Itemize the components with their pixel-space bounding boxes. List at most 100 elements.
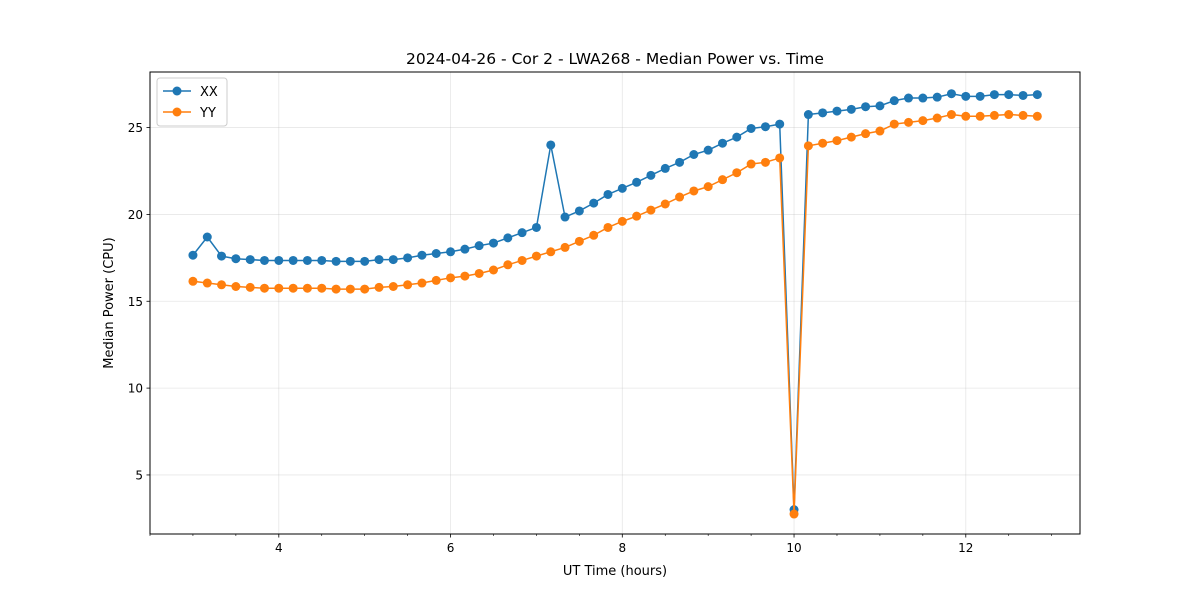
data-point-yy <box>317 283 327 293</box>
data-point-yy <box>589 230 599 240</box>
data-point-xx <box>775 119 785 129</box>
data-point-xx <box>718 138 728 148</box>
data-point-yy <box>574 236 584 246</box>
data-point-xx <box>589 198 599 208</box>
data-point-yy <box>403 280 413 290</box>
data-point-xx <box>603 189 613 199</box>
data-point-xx <box>875 101 885 111</box>
data-point-yy <box>703 182 713 192</box>
plot-frame <box>149 71 1081 535</box>
data-point-xx <box>488 238 498 248</box>
data-point-xx <box>832 106 842 116</box>
data-point-yy <box>932 113 942 123</box>
series-layer <box>188 89 1042 519</box>
data-point-xx <box>1018 90 1028 100</box>
data-point-xx <box>1004 90 1014 100</box>
x-tick-label: 8 <box>618 541 626 555</box>
data-point-xx <box>989 90 999 100</box>
data-point-yy <box>446 273 456 283</box>
data-point-xx <box>560 212 570 222</box>
data-point-xx <box>675 157 685 167</box>
data-point-xx <box>617 183 627 193</box>
data-point-yy <box>288 283 298 293</box>
data-point-xx <box>689 150 699 159</box>
chart-title: 2024-04-26 - Cor 2 - LWA268 - Median Pow… <box>406 50 824 68</box>
data-point-yy <box>775 153 785 163</box>
data-point-xx <box>531 222 541 232</box>
data-point-yy <box>846 132 856 142</box>
data-point-yy <box>861 129 871 139</box>
data-point-xx <box>417 250 427 260</box>
data-point-xx <box>503 233 513 243</box>
data-point-xx <box>660 163 670 173</box>
x-tick-label: 4 <box>275 541 283 555</box>
data-point-xx <box>217 251 227 261</box>
data-point-yy <box>718 175 728 185</box>
series-xx <box>188 89 1042 515</box>
data-point-yy <box>989 110 999 120</box>
x-tick-label: 10 <box>786 541 801 555</box>
legend: XX YY <box>156 77 228 127</box>
data-point-yy <box>675 192 685 202</box>
legend-marker-yy <box>172 107 182 117</box>
data-point-yy <box>789 509 799 519</box>
y-tick-label: 15 <box>128 295 143 309</box>
data-point-yy <box>360 284 370 294</box>
data-point-xx <box>188 250 198 260</box>
grid <box>150 72 1080 534</box>
data-point-yy <box>417 278 427 288</box>
data-point-yy <box>546 247 556 257</box>
data-point-yy <box>946 110 956 120</box>
data-point-xx <box>961 91 971 101</box>
data-point-yy <box>632 211 642 221</box>
data-point-yy <box>889 119 899 129</box>
data-point-xx <box>288 255 298 265</box>
legend-label-yy: YY <box>199 106 216 121</box>
data-point-xx <box>632 177 642 187</box>
data-point-xx <box>546 140 556 150</box>
data-point-yy <box>975 111 985 121</box>
data-point-yy <box>617 216 627 226</box>
y-tick-label: 25 <box>128 121 143 135</box>
data-point-yy <box>531 251 541 261</box>
x-tick-label: 12 <box>958 541 973 555</box>
data-point-yy <box>746 159 756 169</box>
data-point-xx <box>760 122 770 132</box>
legend-label-xx: XX <box>200 85 218 100</box>
data-point-yy <box>1018 110 1028 120</box>
data-point-xx <box>932 92 942 102</box>
data-point-yy <box>904 117 914 127</box>
data-point-yy <box>803 141 813 151</box>
data-point-xx <box>918 93 928 103</box>
data-point-yy <box>689 186 699 196</box>
data-point-yy <box>918 116 928 126</box>
data-point-xx <box>460 244 470 254</box>
data-point-yy <box>474 268 484 278</box>
data-point-yy <box>503 260 513 270</box>
data-point-xx <box>846 104 856 114</box>
y-tick-label: 20 <box>128 208 143 222</box>
data-point-yy <box>818 138 828 148</box>
data-point-xx <box>202 232 212 242</box>
data-point-yy <box>560 242 570 252</box>
data-point-yy <box>961 111 971 121</box>
data-point-yy <box>231 282 241 291</box>
data-point-yy <box>1032 111 1042 121</box>
data-point-xx <box>403 253 413 263</box>
data-point-xx <box>274 255 284 265</box>
data-point-xx <box>374 255 384 265</box>
data-point-yy <box>460 271 470 281</box>
data-point-xx <box>517 228 527 238</box>
data-point-xx <box>946 89 956 99</box>
y-axis-label: Median Power (CPU) <box>102 237 117 368</box>
data-point-yy <box>517 255 527 265</box>
data-point-yy <box>732 168 742 178</box>
data-point-yy <box>832 136 842 146</box>
data-point-xx <box>446 247 456 257</box>
data-point-xx <box>975 91 985 101</box>
data-point-yy <box>875 126 885 136</box>
data-point-yy <box>345 284 355 294</box>
data-point-yy <box>274 283 284 293</box>
y-tick-label: 10 <box>128 382 143 396</box>
